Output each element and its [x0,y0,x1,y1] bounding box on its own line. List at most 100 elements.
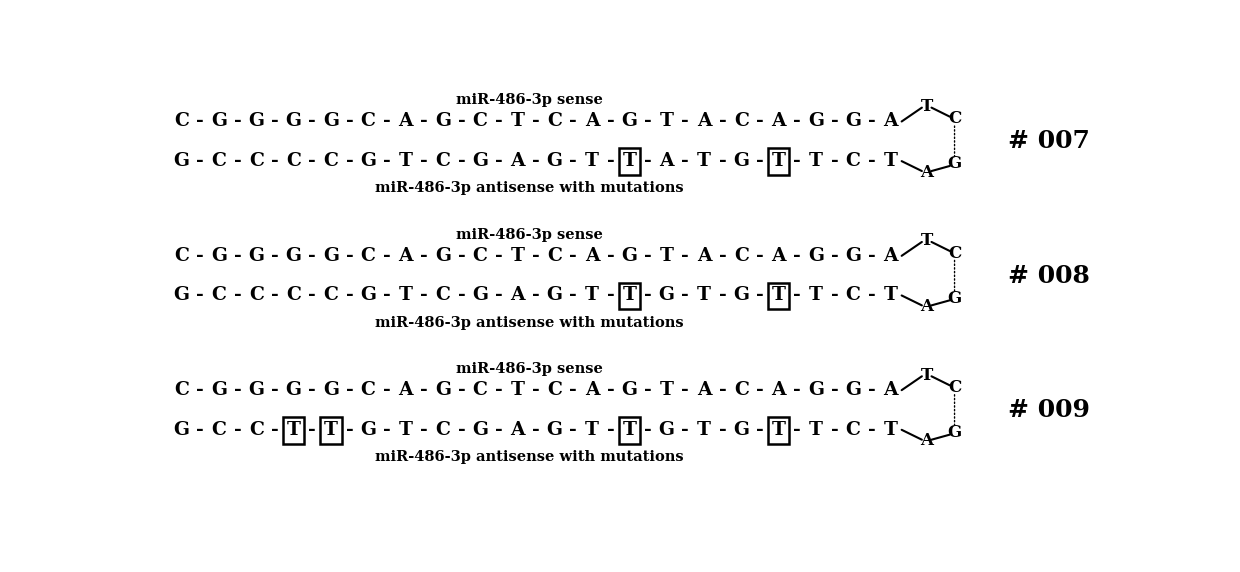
Text: -: - [644,152,652,170]
Text: G: G [472,152,489,170]
Text: -: - [868,152,875,170]
Text: -: - [719,152,727,170]
Text: -: - [383,247,391,265]
Text: T: T [920,367,932,384]
Text: A: A [883,381,898,399]
Text: -: - [756,113,764,130]
Text: G: G [658,421,675,439]
Text: -: - [383,381,391,399]
Text: A: A [697,381,712,399]
Bar [619,149,640,175]
Text: C: C [361,247,376,265]
Text: -: - [794,152,801,170]
Text: -: - [532,152,539,170]
Text: -: - [420,381,428,399]
Text: G: G [621,381,637,399]
Text: G: G [846,381,861,399]
Text: -: - [532,381,539,399]
Text: -: - [831,287,838,304]
Text: -: - [309,247,316,265]
Text: T: T [511,247,525,265]
Text: -: - [383,287,391,304]
Text: G: G [435,247,451,265]
Text: C: C [212,287,227,304]
Text: -: - [569,381,577,399]
Text: G: G [174,287,190,304]
Text: T: T [660,113,673,130]
Text: G: G [621,247,637,265]
Text: -: - [569,421,577,439]
Text: G: G [211,113,227,130]
Text: A: A [398,113,413,130]
Text: G: G [621,113,637,130]
Text: -: - [272,152,279,170]
Text: T: T [622,152,636,170]
Text: G: G [733,287,749,304]
Text: C: C [734,247,749,265]
Bar [320,417,341,443]
Text: T: T [585,421,599,439]
Text: -: - [682,421,689,439]
Text: C: C [472,113,487,130]
Text: A: A [585,381,599,399]
Text: T: T [511,113,525,130]
Text: -: - [756,421,764,439]
Text: -: - [458,113,465,130]
Text: -: - [196,247,205,265]
Text: G: G [248,381,264,399]
Text: -: - [569,113,577,130]
Text: T: T [697,287,711,304]
Text: T: T [883,152,898,170]
Text: C: C [212,152,227,170]
Text: -: - [794,247,801,265]
Text: G: G [807,381,823,399]
Bar [768,149,789,175]
Text: -: - [794,381,801,399]
Text: -: - [233,247,242,265]
Text: A: A [660,152,673,170]
Text: A: A [920,432,934,450]
Text: A: A [697,247,712,265]
Text: -: - [233,421,242,439]
Text: A: A [697,113,712,130]
Text: -: - [346,152,353,170]
Text: G: G [174,421,190,439]
Text: -: - [831,421,838,439]
Text: G: G [807,247,823,265]
Text: -: - [346,247,353,265]
Text: C: C [435,421,450,439]
Text: T: T [883,287,898,304]
Text: A: A [771,247,786,265]
Text: C: C [846,152,861,170]
Text: -: - [868,421,875,439]
Text: A: A [585,113,599,130]
Text: G: G [846,113,861,130]
Text: -: - [606,287,615,304]
Text: -: - [532,421,539,439]
Text: C: C [947,245,961,261]
Text: G: G [547,152,563,170]
Text: C: C [324,287,339,304]
Text: -: - [309,421,316,439]
Text: C: C [547,247,562,265]
Text: G: G [435,113,451,130]
Text: A: A [771,113,786,130]
Text: G: G [360,421,376,439]
Text: -: - [569,287,577,304]
Text: G: G [211,247,227,265]
Text: -: - [794,287,801,304]
Text: -: - [458,152,465,170]
Text: C: C [361,381,376,399]
Text: -: - [233,113,242,130]
Text: -: - [196,421,205,439]
Bar [283,417,304,443]
Text: -: - [420,287,428,304]
Text: -: - [346,381,353,399]
Text: -: - [831,247,838,265]
Text: A: A [920,298,934,315]
Text: -: - [719,381,727,399]
Text: G: G [174,152,190,170]
Text: T: T [622,421,636,439]
Text: T: T [585,287,599,304]
Text: -: - [682,247,689,265]
